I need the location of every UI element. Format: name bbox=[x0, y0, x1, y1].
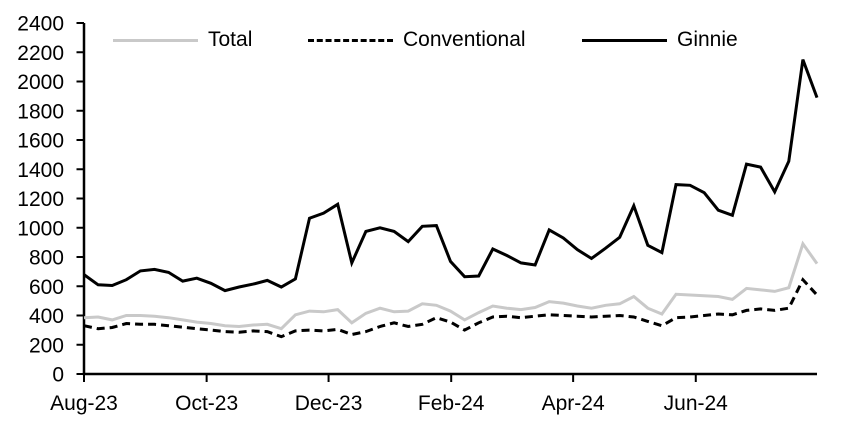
legend-item-ginnie: Ginnie bbox=[582, 29, 738, 51]
legend-item-conventional: Conventional bbox=[308, 29, 526, 51]
x-tick-label: Jun-24 bbox=[664, 392, 729, 415]
x-tick-label: Feb-24 bbox=[418, 392, 485, 415]
legend-item-total: Total bbox=[113, 29, 252, 51]
series-line-ginnie bbox=[83, 59, 819, 293]
y-tick-label: 800 bbox=[29, 247, 64, 270]
y-tick-label: 1200 bbox=[17, 188, 64, 211]
y-tick-label: 600 bbox=[29, 276, 64, 299]
legend-label-total: Total bbox=[208, 28, 253, 51]
y-tick-label: 1400 bbox=[17, 159, 64, 182]
x-tick-label: Dec-23 bbox=[295, 392, 363, 415]
y-tick-label: 1800 bbox=[17, 100, 64, 123]
y-tick-label: 2400 bbox=[17, 13, 64, 36]
y-tick-label: 400 bbox=[29, 305, 64, 328]
legend-label-ginnie: Ginnie bbox=[677, 28, 738, 51]
x-tick-label: Aug-23 bbox=[50, 392, 118, 415]
y-tick-label: 200 bbox=[29, 334, 64, 357]
series-line-total bbox=[83, 240, 819, 331]
ginnie-line-sample bbox=[582, 38, 667, 42]
y-tick-label: 1600 bbox=[17, 130, 64, 153]
x-tick-label: Oct-23 bbox=[175, 392, 238, 415]
y-tick-label: 2000 bbox=[17, 71, 64, 94]
series-line-conventional bbox=[83, 277, 819, 339]
y-tick-label: 0 bbox=[52, 364, 64, 387]
total-line-sample bbox=[113, 38, 198, 42]
x-tick-label: Apr-24 bbox=[542, 392, 605, 415]
legend-label-conventional: Conventional bbox=[403, 28, 526, 51]
y-tick-label: 1000 bbox=[17, 217, 64, 240]
conventional-line-sample bbox=[308, 38, 393, 42]
y-tick-label: 2200 bbox=[17, 42, 64, 65]
